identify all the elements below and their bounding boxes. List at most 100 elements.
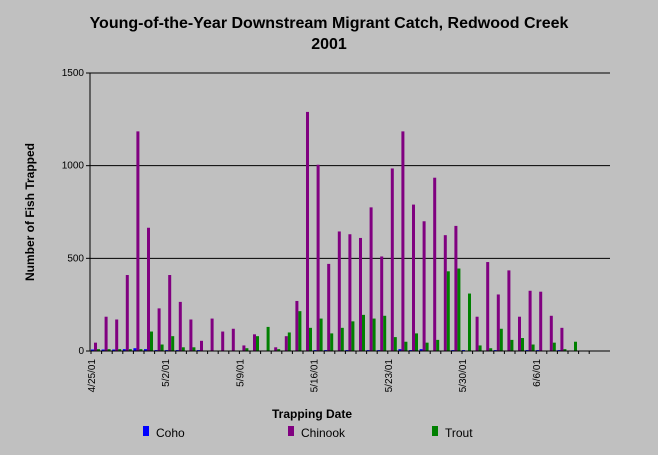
bar-chinook	[125, 275, 129, 351]
bar-chinook	[157, 308, 161, 351]
bar-chinook	[369, 207, 373, 351]
legend-label-chinook: Chinook	[301, 426, 346, 440]
bar-chinook	[401, 131, 405, 351]
bar-coho	[101, 349, 105, 351]
bar-chinook	[284, 336, 288, 351]
bar-trout	[499, 328, 503, 351]
bar-trout	[563, 349, 567, 351]
x-axis-title: Trapping Date	[272, 407, 352, 421]
bar-chinook	[518, 316, 521, 351]
legend: Coho Chinook Trout	[143, 426, 473, 440]
x-tick-label: 5/9/01	[235, 359, 246, 387]
bar-chinook	[528, 290, 532, 351]
bar-trout	[383, 315, 387, 351]
bar-chinook	[316, 164, 320, 351]
bar-trout	[531, 344, 535, 351]
bar-trout	[446, 271, 450, 351]
bar-chinook	[412, 204, 415, 351]
bar-chinook	[390, 168, 394, 351]
y-axis-title: Number of Fish Trapped	[23, 143, 37, 281]
legend-item-chinook: Chinook	[288, 426, 346, 440]
bar-chinook	[454, 225, 458, 351]
bar-chinook	[380, 256, 384, 351]
legend-label-coho: Coho	[156, 426, 185, 440]
legend-label-trout: Trout	[445, 426, 473, 440]
bar-trout	[372, 318, 376, 351]
bar-chinook	[496, 294, 500, 351]
bar-trout	[171, 336, 175, 351]
bar-coho	[133, 348, 137, 351]
bar-trout	[404, 341, 408, 351]
bar-chinook	[486, 262, 490, 351]
bar-trout	[245, 348, 249, 351]
bar-trout	[192, 347, 196, 351]
bar-trout	[436, 339, 440, 351]
chart-title: Young-of-the-Year Downstream Migrant Cat…	[90, 15, 569, 32]
bar-trout	[362, 314, 365, 351]
x-tick-label: 4/25/01	[87, 359, 98, 393]
bar-trout	[340, 327, 344, 351]
bar-chinook	[94, 342, 97, 351]
x-tick-label: 5/2/01	[161, 359, 172, 387]
bar-chinook	[348, 234, 352, 351]
bar-chinook	[295, 300, 299, 351]
bar-chinook	[253, 334, 256, 351]
bar-trout	[97, 349, 100, 351]
legend-swatch-trout	[432, 426, 438, 436]
bar-trout	[266, 326, 270, 351]
legend-swatch-coho	[143, 426, 149, 436]
bar-chinook	[115, 319, 119, 351]
bar-trout	[521, 338, 524, 351]
bar-chinook	[210, 318, 214, 351]
bar-trout	[319, 318, 323, 351]
bar-chinook	[274, 347, 278, 351]
legend-item-trout: Trout	[432, 426, 473, 440]
bar-chinook	[136, 131, 140, 351]
bar-chinook	[475, 316, 479, 351]
bar-trout	[309, 327, 312, 351]
bar-chinook	[337, 231, 341, 351]
bar-chinook	[443, 235, 447, 351]
x-tick-label: 5/23/01	[384, 359, 395, 393]
bar-trout	[181, 347, 185, 351]
bar-coho	[419, 349, 423, 351]
bar-chinook	[168, 275, 172, 351]
bar-trout	[107, 349, 111, 351]
bar-coho	[122, 349, 126, 351]
bar-chinook	[359, 237, 362, 351]
bar-trout	[510, 339, 514, 351]
bar-trout	[277, 349, 281, 351]
bar-trout	[574, 341, 577, 351]
bars	[91, 111, 577, 351]
bar-trout	[457, 268, 461, 351]
bar-chinook	[104, 316, 108, 351]
bar-trout	[139, 349, 143, 351]
bar-trout	[415, 333, 418, 351]
bar-coho	[112, 349, 116, 351]
x-tick-label: 6/6/01	[532, 359, 543, 387]
bar-trout	[468, 293, 471, 351]
legend-item-coho: Coho	[143, 426, 185, 440]
bar-chinook	[327, 263, 331, 351]
bar-chinook	[242, 345, 246, 351]
bar-trout	[393, 337, 397, 351]
x-axis-ticks: 4/25/01 5/2/01 5/9/01 5/16/01 5/23/01 5/30/01…	[87, 351, 590, 393]
x-tick-label: 5/16/01	[310, 359, 321, 393]
bar-trout	[330, 333, 334, 351]
bar-trout	[287, 332, 291, 351]
bar-chinook	[560, 327, 564, 351]
bar-chinook	[422, 221, 426, 351]
bar-trout	[150, 331, 153, 351]
bar-chinook	[539, 291, 543, 351]
y-tick-label: 500	[67, 253, 84, 264]
bar-chinook	[231, 328, 235, 351]
bar-trout	[478, 345, 482, 351]
bar-trout	[118, 349, 122, 351]
bar-chinook	[433, 177, 437, 351]
bar-coho	[398, 349, 402, 351]
y-tick-label: 0	[78, 346, 84, 357]
y-tick-label: 1000	[62, 161, 85, 172]
bar-chinook	[189, 319, 193, 351]
bar-coho	[144, 349, 147, 351]
